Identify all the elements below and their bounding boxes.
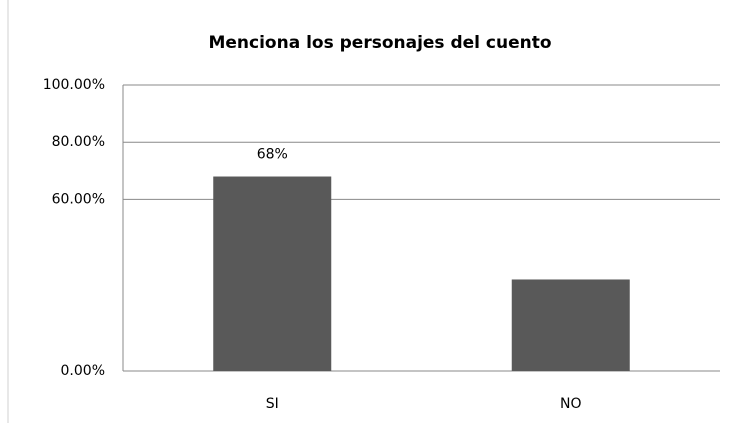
x-tick-label: NO <box>560 396 582 412</box>
bar <box>511 279 630 371</box>
y-tick-label: 60.00% <box>52 191 105 207</box>
y-tick-label: 100.00% <box>43 77 105 93</box>
data-label: 68% <box>257 147 288 163</box>
x-tick-label: SI <box>266 396 279 412</box>
bar <box>213 176 332 371</box>
chart-title: Menciona los personajes del cuento <box>208 33 551 53</box>
y-tick-label: 80.00% <box>52 134 105 150</box>
y-tick-label: 0.00% <box>61 363 105 379</box>
